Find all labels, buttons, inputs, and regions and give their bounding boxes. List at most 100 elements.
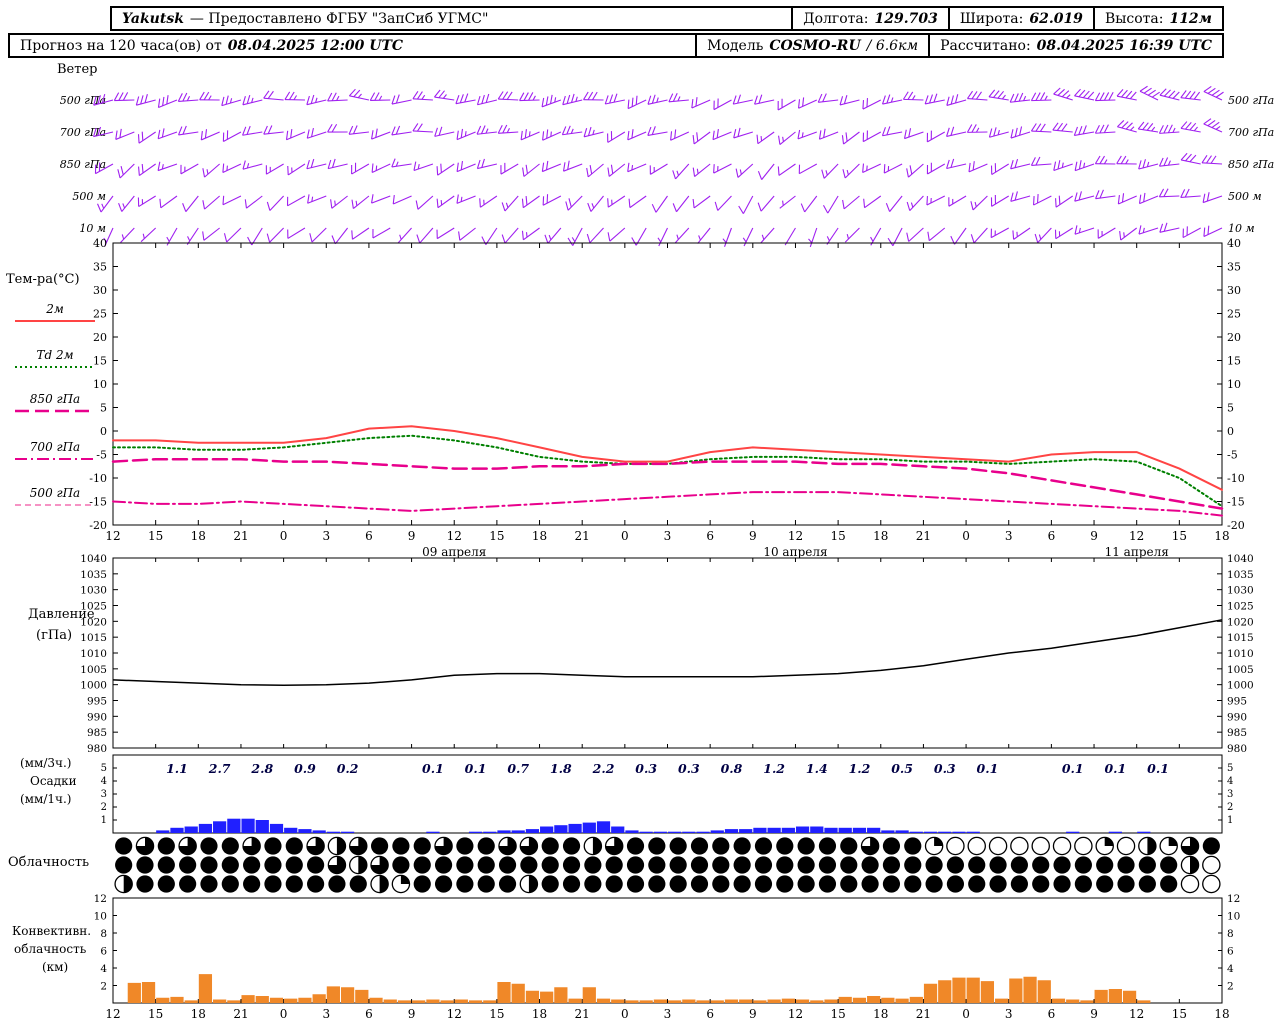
svg-text:0.5: 0.5 bbox=[891, 761, 913, 776]
svg-text:1035: 1035 bbox=[1227, 569, 1254, 581]
svg-text:8: 8 bbox=[100, 928, 107, 940]
precip-bar bbox=[298, 829, 312, 833]
convective-bar bbox=[909, 996, 923, 1003]
convective-bar bbox=[838, 996, 852, 1003]
precip-bar bbox=[596, 821, 611, 833]
convective-bar bbox=[483, 1000, 497, 1003]
svg-text:0.1: 0.1 bbox=[422, 761, 444, 776]
svg-text:12: 12 bbox=[1227, 893, 1240, 905]
svg-text:21: 21 bbox=[575, 529, 590, 543]
svg-text:40: 40 bbox=[1227, 237, 1241, 250]
convective-bar bbox=[781, 998, 795, 1003]
svg-text:2: 2 bbox=[1227, 981, 1234, 993]
svg-text:12: 12 bbox=[105, 1007, 120, 1021]
cloudiness-panel bbox=[114, 836, 1221, 894]
svg-text:15: 15 bbox=[489, 1007, 504, 1021]
precip-bar bbox=[312, 830, 326, 833]
longitude-label: Долгота: bbox=[803, 10, 869, 27]
svg-text:0: 0 bbox=[621, 1007, 629, 1021]
temp-series-850 гПа bbox=[111, 457, 1224, 510]
precip-bar bbox=[682, 831, 696, 833]
longitude-value: 129.703 bbox=[874, 10, 938, 27]
convective-bar bbox=[895, 998, 909, 1003]
convective-bar bbox=[795, 999, 810, 1003]
svg-text:0: 0 bbox=[280, 1007, 288, 1021]
latitude-label: Широта: bbox=[959, 10, 1024, 27]
svg-text:0: 0 bbox=[962, 1007, 970, 1021]
latitude-section: Широта: 62.019 bbox=[947, 8, 1093, 29]
run-time: 08.04.2025 12:00 UTC bbox=[227, 37, 404, 54]
convective-bar bbox=[682, 999, 696, 1003]
svg-text:10 м: 10 м bbox=[1228, 222, 1255, 235]
convective-bar bbox=[980, 981, 995, 1003]
convective-bar bbox=[468, 1000, 483, 1003]
svg-text:40: 40 bbox=[93, 237, 107, 250]
svg-text:980: 980 bbox=[87, 743, 107, 755]
latitude-value: 62.019 bbox=[1029, 10, 1083, 27]
svg-text:0: 0 bbox=[280, 529, 288, 543]
svg-text:15: 15 bbox=[1172, 529, 1187, 543]
precip-bar bbox=[625, 830, 639, 833]
convective-bar bbox=[710, 1000, 724, 1003]
svg-text:2: 2 bbox=[100, 981, 107, 993]
convective-bar bbox=[511, 983, 525, 1003]
convective-bar bbox=[582, 987, 596, 1003]
convective-panel-label-2: облачность bbox=[14, 942, 87, 956]
svg-text:3: 3 bbox=[664, 1007, 672, 1021]
precip-bar bbox=[156, 830, 170, 833]
svg-text:0.7: 0.7 bbox=[507, 761, 529, 776]
altitude-value: 112м bbox=[1169, 10, 1212, 27]
svg-text:1000: 1000 bbox=[1227, 680, 1254, 692]
svg-text:1040: 1040 bbox=[1227, 553, 1254, 565]
svg-text:985: 985 bbox=[1227, 727, 1247, 739]
svg-text:1005: 1005 bbox=[80, 664, 107, 676]
svg-text:1030: 1030 bbox=[1227, 585, 1254, 597]
svg-text:0: 0 bbox=[100, 425, 107, 438]
convective-bar bbox=[1051, 998, 1066, 1003]
convective-panel-units: (км) bbox=[42, 960, 69, 974]
precip-bar bbox=[867, 827, 881, 833]
precip-bar bbox=[582, 822, 596, 833]
svg-text:25: 25 bbox=[93, 308, 107, 321]
svg-text:980: 980 bbox=[1227, 743, 1247, 755]
svg-text:2: 2 bbox=[101, 802, 107, 813]
svg-text:15: 15 bbox=[830, 529, 845, 543]
svg-text:21: 21 bbox=[916, 529, 931, 543]
svg-text:12: 12 bbox=[788, 529, 803, 543]
svg-text:4: 4 bbox=[1227, 963, 1234, 975]
svg-text:1: 1 bbox=[1227, 815, 1233, 826]
svg-text:990: 990 bbox=[87, 711, 107, 723]
svg-text:15: 15 bbox=[489, 529, 504, 543]
svg-text:850 гПа: 850 гПа bbox=[1228, 158, 1274, 171]
svg-text:0.1: 0.1 bbox=[1062, 761, 1084, 776]
temp-series-2м bbox=[112, 425, 1223, 491]
convective-bar bbox=[852, 997, 867, 1003]
svg-text:1020: 1020 bbox=[80, 616, 107, 628]
convective-bar bbox=[966, 977, 980, 1003]
precip-bar bbox=[824, 827, 838, 833]
convective-bar bbox=[198, 974, 213, 1003]
precip-rate3h-label: (мм/3ч.) bbox=[20, 756, 72, 770]
svg-text:4: 4 bbox=[101, 776, 107, 787]
convective-bar bbox=[1137, 1000, 1151, 1003]
convective-bar bbox=[611, 999, 625, 1003]
convective-bar bbox=[497, 982, 511, 1003]
svg-text:15: 15 bbox=[148, 1007, 163, 1021]
svg-text:6: 6 bbox=[706, 1007, 714, 1021]
convective-bar bbox=[596, 998, 611, 1003]
precip-bar bbox=[881, 830, 895, 833]
convective-bar bbox=[156, 997, 170, 1003]
convective-bar bbox=[1037, 980, 1051, 1003]
precip-rate1h-label: (мм/1ч.) bbox=[20, 792, 72, 806]
svg-text:700 гПа: 700 гПа bbox=[1228, 126, 1274, 139]
precip-bar bbox=[838, 827, 852, 833]
convective-bar bbox=[340, 987, 355, 1003]
svg-text:10 апреля: 10 апреля bbox=[763, 545, 827, 559]
model-section: Модель COSMO-RU / 6.6км bbox=[695, 35, 928, 56]
convective-bar bbox=[170, 996, 184, 1003]
precip-bar bbox=[781, 827, 795, 833]
svg-text:12: 12 bbox=[94, 893, 107, 905]
svg-text:6: 6 bbox=[706, 529, 714, 543]
